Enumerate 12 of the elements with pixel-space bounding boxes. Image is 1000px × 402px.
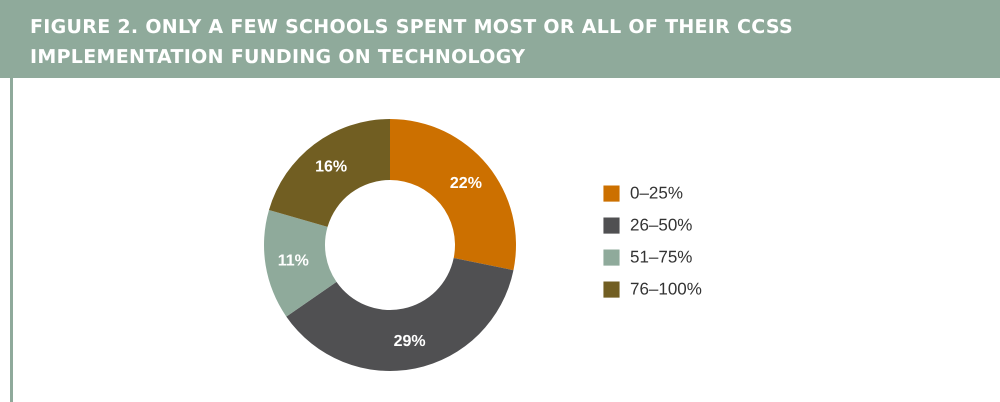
legend-label: 26–50% [630,216,692,234]
donut-slice [390,119,516,270]
data-label: 29% [394,333,426,350]
donut-slice [268,119,390,227]
data-label: 16% [315,158,348,176]
legend-label: 0–25% [630,184,683,202]
donut-slice [264,210,337,317]
data-label: 22% [450,175,482,192]
data-label: 11% [278,252,309,270]
legend-label: 51–75% [630,248,692,266]
legend-label: 76–100% [630,280,702,298]
chart-title: FIGURE 2. ONLY A FEW SCHOOLS SPENT MOST OR ALL OF THEIR CCSS IMPLEMENTATION FUNDING ON TECHNOLOGY [0,0,1000,78]
